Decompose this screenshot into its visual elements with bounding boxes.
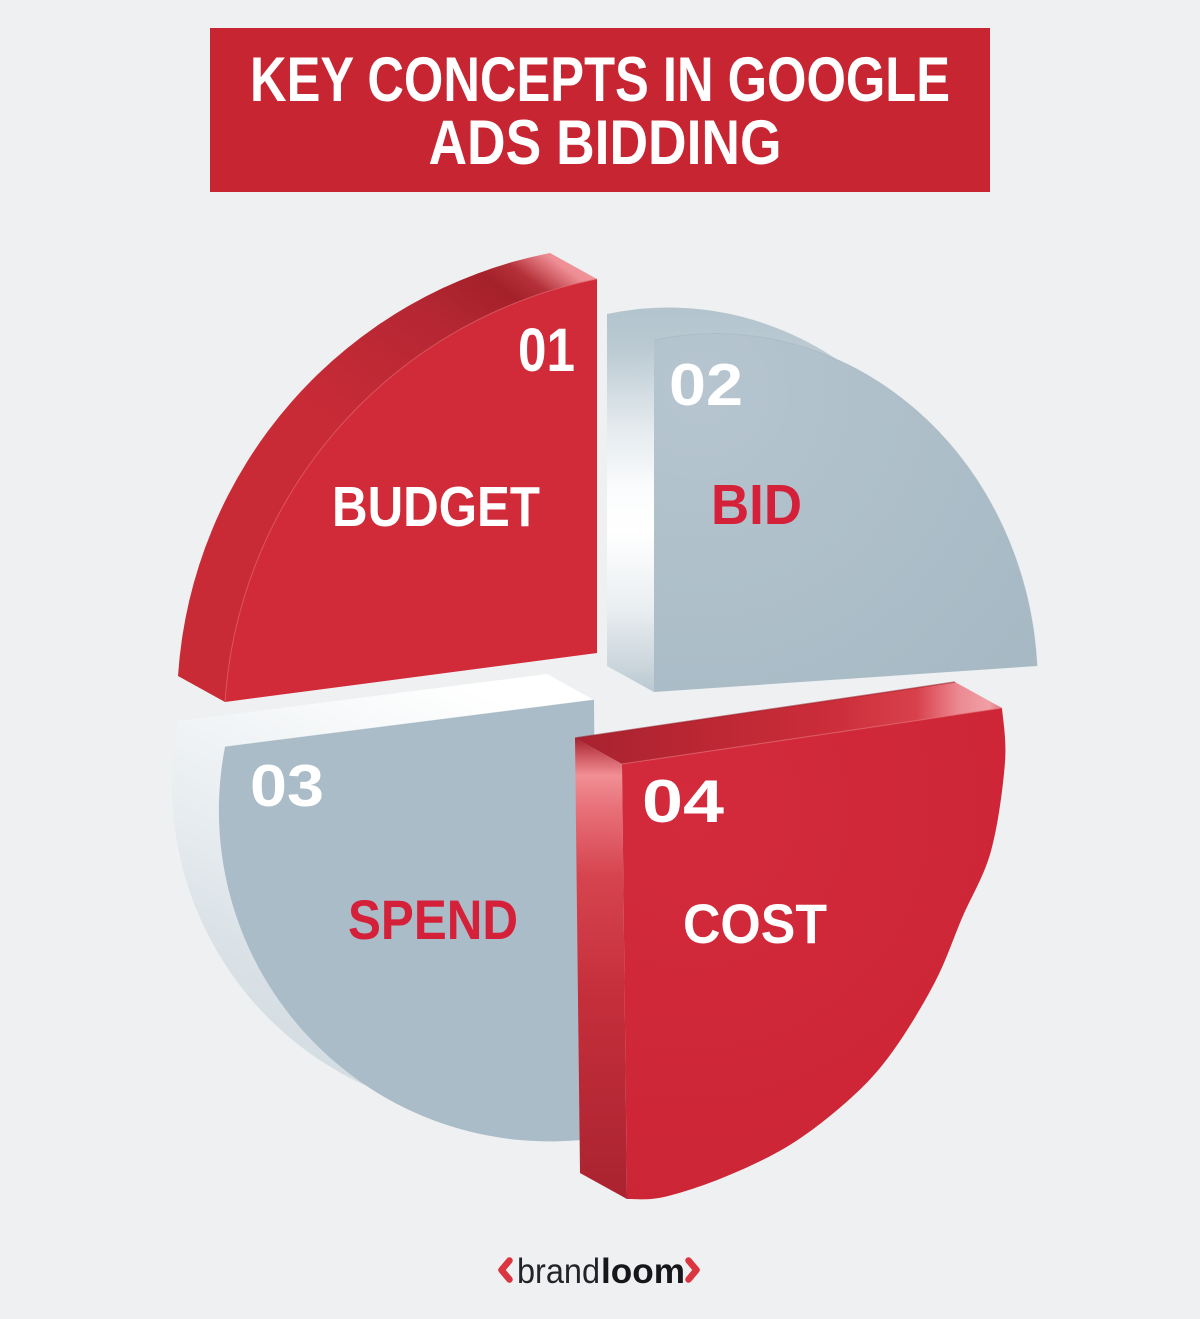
svg-text:BUDGET: BUDGET	[332, 475, 540, 539]
svg-text:03: 03	[250, 753, 324, 819]
svg-text:04: 04	[642, 768, 725, 835]
svg-text:KEY CONCEPTS IN GOOGLE: KEY CONCEPTS IN GOOGLE	[250, 45, 950, 115]
svg-text:01: 01	[518, 316, 575, 384]
svg-text:SPEND: SPEND	[348, 888, 518, 951]
svg-text:ADS BIDDING: ADS BIDDING	[429, 108, 782, 178]
svg-text:02: 02	[669, 352, 743, 418]
svg-text:brand: brand	[517, 1252, 600, 1291]
svg-text:loom: loom	[601, 1252, 685, 1291]
svg-text:BID: BID	[711, 473, 802, 537]
svg-text:COST: COST	[683, 892, 827, 955]
